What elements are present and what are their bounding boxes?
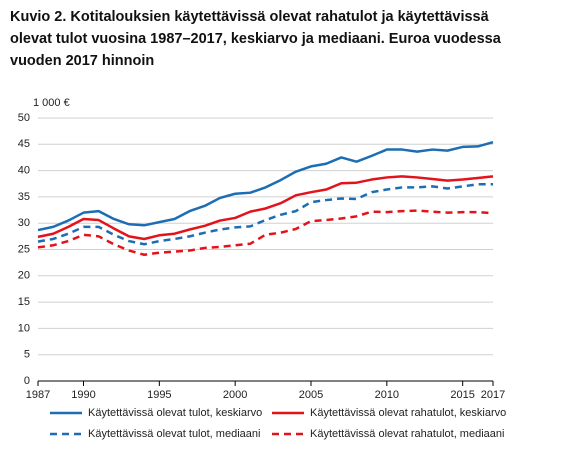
x-tick-label: 1995	[147, 389, 171, 401]
y-tick-label: 35	[18, 191, 30, 203]
x-tick-label: 2015	[450, 389, 474, 401]
y-tick-label: 25	[18, 243, 30, 255]
y-tick-label: 5	[24, 349, 30, 361]
series-line	[37, 209, 494, 257]
y-tick-label: 15	[18, 296, 30, 308]
chart-title: Kuvio 2. Kotitalouksien käytettävissä ol…	[10, 9, 501, 69]
legend-label: Käytettävissä olevat rahatulot, mediaani	[310, 428, 504, 440]
y-tick-label: 0	[24, 375, 30, 387]
y-tick-label: 50	[18, 112, 30, 124]
y-tick-label: 45	[18, 138, 30, 150]
legend-label: Käytettävissä olevat rahatulot, keskiarv…	[310, 407, 506, 419]
legend-label: Käytettävissä olevat tulot, mediaani	[88, 428, 260, 440]
y-tick-label: 30	[18, 217, 30, 229]
legend-label: Käytettävissä olevat tulot, keskiarvo	[88, 407, 262, 419]
x-tick-label: 2010	[375, 389, 399, 401]
series-line	[37, 175, 494, 241]
y-tick-label: 40	[18, 165, 30, 177]
y-axis-unit: 1 000 €	[33, 97, 70, 109]
x-tick-label: 1987	[26, 389, 50, 401]
y-tick-label: 10	[18, 322, 30, 334]
x-tick-label: 2017	[481, 389, 505, 401]
x-tick-label: 2000	[223, 389, 247, 401]
y-tick-label: 20	[18, 270, 30, 282]
series-line	[37, 140, 494, 232]
x-tick-label: 1990	[71, 389, 95, 401]
x-tick-label: 2005	[299, 389, 323, 401]
